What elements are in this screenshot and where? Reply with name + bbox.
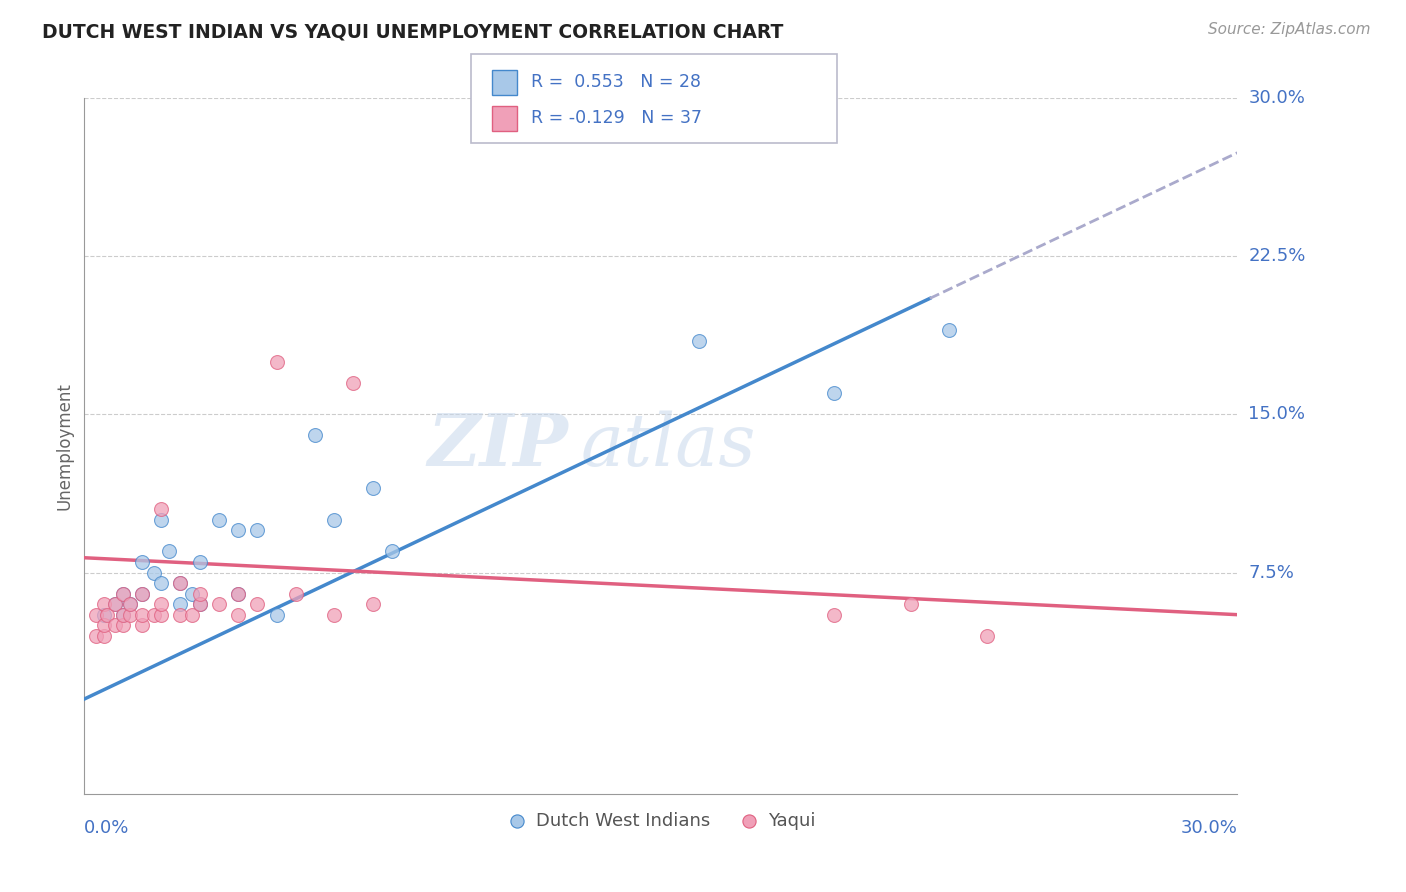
Point [111, 607, 134, 622]
Point [104, 618, 127, 632]
Point [150, 597, 173, 611]
Point [93, 597, 115, 611]
Text: Source: ZipAtlas.com: Source: ZipAtlas.com [1208, 22, 1371, 37]
Point [208, 513, 231, 527]
Text: 15.0%: 15.0% [1249, 405, 1305, 424]
Point [266, 607, 288, 622]
Point [169, 597, 191, 611]
Point [169, 607, 191, 622]
Point [246, 597, 269, 611]
Point [169, 576, 191, 591]
Point [266, 354, 288, 368]
Point [226, 524, 249, 538]
Point [181, 586, 204, 600]
Point [688, 334, 710, 348]
Y-axis label: Unemployment: Unemployment [55, 382, 73, 510]
Point [93, 607, 115, 622]
Point [157, 544, 180, 558]
Point [361, 481, 384, 495]
Text: 22.5%: 22.5% [1249, 247, 1306, 265]
Point [131, 555, 153, 569]
Point [226, 607, 249, 622]
Point [304, 428, 326, 442]
Point [150, 513, 173, 527]
Text: 0.0%: 0.0% [84, 819, 129, 838]
Point [84, 629, 107, 643]
Point [142, 566, 165, 580]
Point [381, 544, 404, 558]
Point [188, 555, 211, 569]
Point [96, 607, 118, 622]
Point [188, 597, 211, 611]
Point [246, 524, 269, 538]
Point [131, 586, 153, 600]
Point [93, 629, 115, 643]
Point [226, 586, 249, 600]
Text: ZIP: ZIP [427, 410, 568, 482]
Point [131, 586, 153, 600]
Point [104, 597, 127, 611]
Text: R =  0.553   N = 28: R = 0.553 N = 28 [531, 73, 702, 91]
Point [120, 607, 142, 622]
Point [111, 607, 134, 622]
Point [188, 586, 211, 600]
Point [188, 597, 211, 611]
Point [104, 597, 127, 611]
Point [111, 586, 134, 600]
Point [342, 376, 364, 390]
Point [150, 576, 173, 591]
Point [131, 607, 153, 622]
Text: atlas: atlas [581, 410, 755, 482]
Point [938, 323, 960, 337]
Text: R = -0.129   N = 37: R = -0.129 N = 37 [531, 109, 703, 128]
Point [111, 586, 134, 600]
Point [120, 597, 142, 611]
Point [284, 586, 307, 600]
Point [323, 513, 346, 527]
Point [111, 618, 134, 632]
Text: 7.5%: 7.5% [1249, 564, 1295, 582]
Point [208, 597, 231, 611]
Text: 30.0%: 30.0% [1249, 89, 1305, 107]
Point [976, 629, 998, 643]
Legend: Dutch West Indians, Yaqui: Dutch West Indians, Yaqui [499, 805, 823, 837]
Point [169, 576, 191, 591]
Text: 30.0%: 30.0% [1181, 819, 1237, 838]
Point [181, 607, 204, 622]
Point [93, 618, 115, 632]
Point [131, 618, 153, 632]
Point [142, 607, 165, 622]
Text: DUTCH WEST INDIAN VS YAQUI UNEMPLOYMENT CORRELATION CHART: DUTCH WEST INDIAN VS YAQUI UNEMPLOYMENT … [42, 22, 783, 41]
Point [323, 607, 346, 622]
Point [150, 502, 173, 516]
Point [823, 386, 845, 401]
Point [150, 607, 173, 622]
Point [120, 597, 142, 611]
Point [900, 597, 922, 611]
Point [823, 607, 845, 622]
Point [226, 586, 249, 600]
Point [361, 597, 384, 611]
Point [84, 607, 107, 622]
